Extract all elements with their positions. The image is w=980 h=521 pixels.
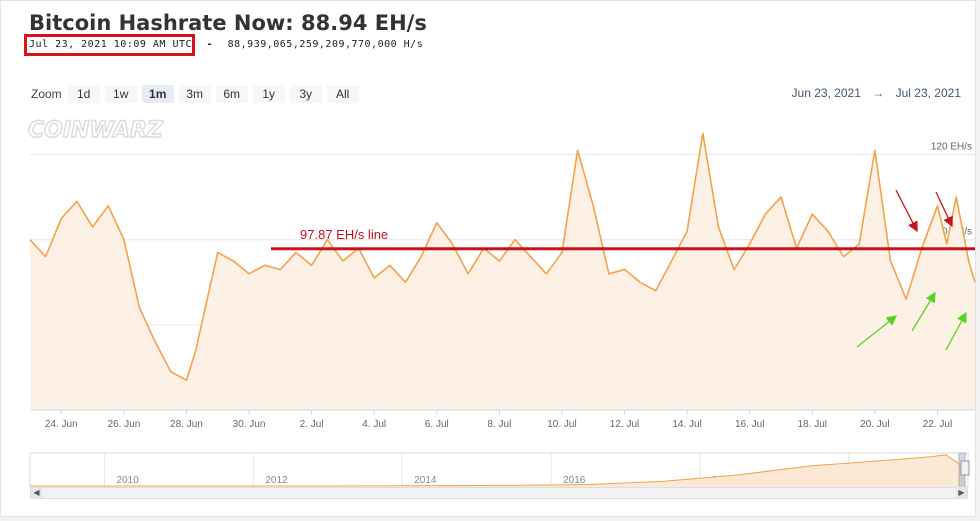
svg-text:COINWARZ: COINWARZ — [28, 118, 164, 143]
x-tick-label: 16. Jul — [735, 419, 764, 430]
scroll-right-icon[interactable]: ▶ — [956, 488, 967, 498]
date-range: Jun 23, 2021 → Jul 23, 2021 — [792, 86, 961, 100]
zoom-button-1m[interactable]: 1m — [141, 85, 174, 103]
x-tick-label: 4. Jul — [362, 419, 386, 430]
x-tick-label: 10. Jul — [547, 419, 576, 430]
navigator-area — [30, 454, 965, 486]
green-arrow-icon — [945, 311, 967, 351]
x-tick-label: 6. Jul — [425, 419, 449, 430]
x-tick-label: 22. Jul — [923, 419, 952, 430]
navigator-year-label: 2014 — [414, 475, 437, 486]
zoom-button-1d[interactable]: 1d — [67, 85, 100, 103]
series-line — [29, 132, 976, 381]
page-title: Bitcoin Hashrate Now: 88.94 EH/s — [29, 11, 427, 35]
y-tick-label: 120 EH/s — [931, 142, 972, 153]
zoom-button-1y[interactable]: 1y — [252, 85, 285, 103]
red-arrow-icon — [935, 191, 953, 228]
x-tick-label: 26. Jun — [107, 419, 140, 430]
zoom-button-3y[interactable]: 3y — [289, 85, 322, 103]
x-tick-label: 14. Jul — [672, 419, 701, 430]
navigator-year-label: 2012 — [265, 475, 288, 486]
x-tick-label: 18. Jul — [798, 419, 827, 430]
navigator-series — [30, 454, 965, 487]
x-tick-label: 30. Jun — [233, 419, 266, 430]
zoom-button-all[interactable]: All — [326, 85, 359, 103]
subtitle-separator: - — [206, 39, 214, 50]
timestamp-highlight-box — [24, 34, 195, 56]
x-tick-label: 20. Jul — [860, 419, 889, 430]
zoom-label: Zoom — [31, 87, 62, 101]
range-to[interactable]: Jul 23, 2021 — [895, 86, 961, 100]
raw-hashrate: 88,939,065,259,209,770,000 H/s — [227, 39, 424, 50]
hashrate-subtitle: Jul 23, 2021 10:09 AM UTC - 88,939,065,2… — [29, 39, 423, 50]
navigator-scrollbar[interactable]: ◀ ▶ — [30, 487, 968, 499]
timestamp: Jul 23, 2021 10:09 AM UTC — [29, 39, 193, 50]
navigator-year-label: 2010 — [116, 475, 139, 486]
scroll-left-icon[interactable]: ◀ — [31, 488, 42, 498]
green-arrow-icon — [856, 315, 898, 348]
zoom-button-3m[interactable]: 3m — [178, 85, 211, 103]
series-area — [30, 133, 975, 411]
zoom-button-1w[interactable]: 1w — [104, 85, 137, 103]
red-arrow-icon — [895, 189, 918, 233]
zoom-button-6m[interactable]: 6m — [215, 85, 248, 103]
range-from[interactable]: Jun 23, 2021 — [791, 86, 861, 100]
navigator-year-label: 2016 — [563, 475, 586, 486]
x-tick-label: 2. Jul — [300, 419, 324, 430]
coinwarz-watermark: COINWARZ — [27, 117, 164, 144]
reference-line-label: 97.87 EH/s line — [300, 227, 388, 242]
x-tick-label: 8. Jul — [487, 419, 511, 430]
x-tick-label: 24. Jun — [45, 419, 78, 430]
x-tick-label: 28. Jun — [170, 419, 203, 430]
zoom-selector: Zoom 1d 1w 1m 3m 6m 1y 3y All — [31, 85, 364, 103]
navigator-handle-icon — [960, 460, 970, 476]
green-arrow-icon — [911, 291, 936, 332]
x-tick-label: 12. Jul — [610, 419, 639, 430]
range-arrow-icon: → — [872, 86, 885, 100]
